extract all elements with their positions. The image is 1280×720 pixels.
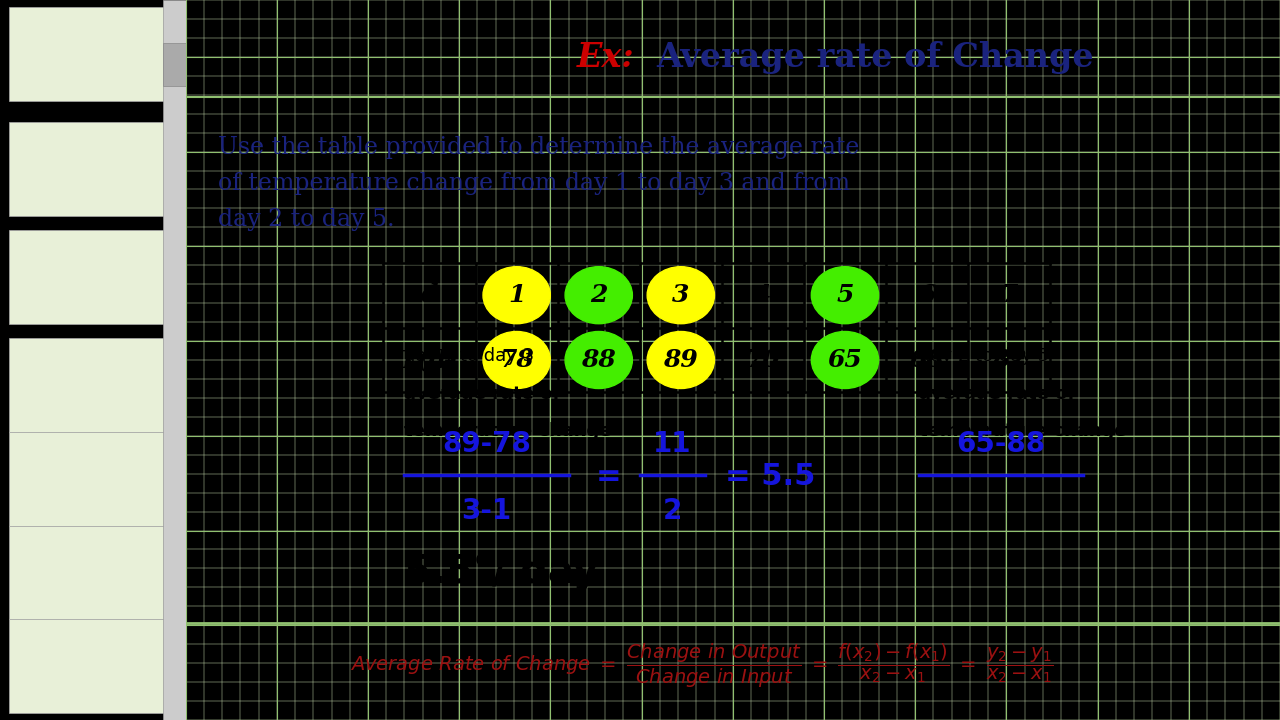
Text: 2: 2 xyxy=(663,498,682,525)
Bar xyxy=(9,230,177,324)
Ellipse shape xyxy=(812,266,878,324)
Bar xyxy=(164,0,186,720)
Text: 6: 6 xyxy=(918,283,936,307)
Text: average rate of: average rate of xyxy=(404,384,561,402)
Text: 89-78: 89-78 xyxy=(442,431,531,458)
Ellipse shape xyxy=(648,331,714,389)
Ellipse shape xyxy=(564,331,632,389)
Text: temperature change: temperature change xyxy=(919,422,1126,440)
Text: 7: 7 xyxy=(1001,283,1018,307)
Bar xyxy=(164,43,186,86)
Text: 3: 3 xyxy=(672,283,690,307)
Bar xyxy=(9,526,177,619)
Bar xyxy=(9,432,177,526)
Text: 89: 89 xyxy=(663,348,698,372)
Text: 88: 88 xyxy=(581,348,616,372)
Bar xyxy=(9,619,177,713)
Bar xyxy=(9,7,177,101)
Text: 68: 68 xyxy=(910,348,945,372)
Text: 4: 4 xyxy=(754,283,772,307)
Ellipse shape xyxy=(564,266,632,324)
Bar xyxy=(9,122,177,216)
Text: 2: 2 xyxy=(590,283,608,307)
Text: T(d): T(d) xyxy=(399,348,460,372)
Ellipse shape xyxy=(812,331,878,389)
Text: 11: 11 xyxy=(653,431,692,458)
Text: of temperature change from day 1 to day 3 and from: of temperature change from day 1 to day … xyxy=(219,172,850,195)
Text: 3-1: 3-1 xyxy=(462,498,512,525)
Ellipse shape xyxy=(483,266,550,324)
Text: Use the table provided to determine the average rate: Use the table provided to determine the … xyxy=(219,136,860,159)
Text: 70: 70 xyxy=(745,348,781,372)
Text: d: d xyxy=(420,283,438,307)
Text: 82: 82 xyxy=(992,348,1027,372)
Bar xyxy=(9,338,177,432)
Text: Ex:: Ex: xyxy=(576,41,635,74)
Text: =: = xyxy=(596,462,622,491)
Text: average rate of: average rate of xyxy=(919,384,1075,402)
Text: 5.5°/ day: 5.5°/ day xyxy=(404,554,599,591)
Text: temperature change: temperature change xyxy=(404,422,612,440)
Ellipse shape xyxy=(648,266,714,324)
Text: 5: 5 xyxy=(836,283,854,307)
Text: = 5.5: = 5.5 xyxy=(726,462,815,491)
Text: 1: 1 xyxy=(508,283,525,307)
Text: 65: 65 xyxy=(828,348,863,372)
Text: 78: 78 xyxy=(499,348,534,372)
Text: day 2 to day 5: day 2 to day 5 xyxy=(919,347,1050,365)
Text: $\it{Average\ Rate\ of\ Change}$ $=$ $\it{\dfrac{Change\ in\ Output}{Change\ in\: $\it{Average\ Rate\ of\ Change}$ $=$ $\i… xyxy=(349,642,1053,690)
Text: Average rate of Change: Average rate of Change xyxy=(657,41,1094,74)
Text: 65-88: 65-88 xyxy=(956,431,1046,458)
Ellipse shape xyxy=(483,331,550,389)
Text: day 1 to day 3: day 1 to day 3 xyxy=(404,347,535,365)
Text: day 2 to day 5.: day 2 to day 5. xyxy=(219,208,396,231)
